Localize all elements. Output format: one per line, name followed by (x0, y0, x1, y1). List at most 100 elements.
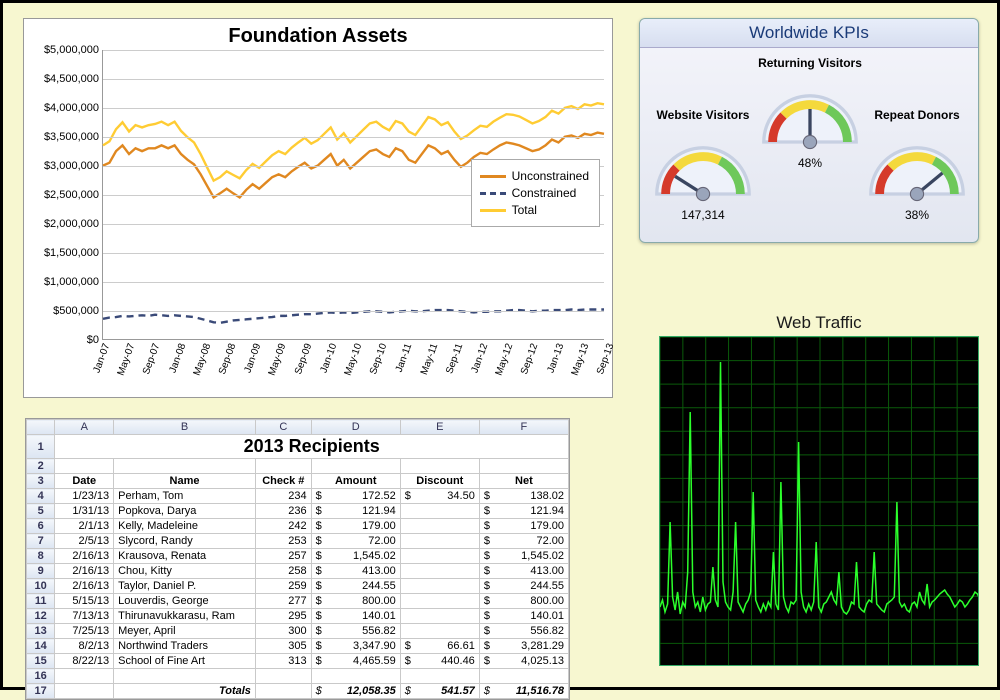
cell[interactable]: 4,025.13 (479, 654, 568, 669)
cell[interactable]: Perham, Tom (114, 489, 256, 504)
cell[interactable]: 257 (255, 549, 311, 564)
cell[interactable]: 11,516.78 (479, 684, 568, 699)
row-header[interactable]: 8 (27, 549, 55, 564)
cell[interactable] (311, 459, 400, 474)
cell[interactable]: 800.00 (311, 594, 400, 609)
cell[interactable]: 172.52 (311, 489, 400, 504)
cell[interactable]: 179.00 (479, 519, 568, 534)
row-header[interactable]: 11 (27, 594, 55, 609)
cell[interactable]: Discount (400, 474, 479, 489)
cell[interactable]: 242 (255, 519, 311, 534)
row-header[interactable]: 4 (27, 489, 55, 504)
cell[interactable]: 800.00 (479, 594, 568, 609)
cell[interactable]: Louverdis, George (114, 594, 256, 609)
row-header[interactable]: 9 (27, 564, 55, 579)
cell[interactable]: 556.82 (311, 624, 400, 639)
cell[interactable]: 305 (255, 639, 311, 654)
cell[interactable]: 8/2/13 (55, 639, 114, 654)
row-header[interactable]: 17 (27, 684, 55, 699)
cell[interactable]: Northwind Traders (114, 639, 256, 654)
row-header[interactable]: 16 (27, 669, 55, 684)
row-header[interactable]: 6 (27, 519, 55, 534)
cell[interactable]: 2/1/13 (55, 519, 114, 534)
cell[interactable] (479, 669, 568, 684)
cell[interactable] (400, 504, 479, 519)
cell[interactable]: 4,465.59 (311, 654, 400, 669)
sheet-title-cell[interactable]: 2013 Recipients (55, 435, 569, 459)
cell[interactable] (479, 459, 568, 474)
cell[interactable]: 121.94 (479, 504, 568, 519)
cell[interactable]: 138.02 (479, 489, 568, 504)
row-header[interactable]: 7 (27, 534, 55, 549)
column-header[interactable]: F (479, 420, 568, 435)
cell[interactable]: Amount (311, 474, 400, 489)
cell[interactable]: Date (55, 474, 114, 489)
cell[interactable] (255, 669, 311, 684)
cell[interactable] (400, 609, 479, 624)
row-header[interactable]: 15 (27, 654, 55, 669)
cell[interactable] (55, 669, 114, 684)
cell[interactable]: 300 (255, 624, 311, 639)
cell[interactable]: 12,058.35 (311, 684, 400, 699)
cell[interactable] (400, 534, 479, 549)
cell[interactable]: 7/13/13 (55, 609, 114, 624)
row-header[interactable]: 10 (27, 579, 55, 594)
cell[interactable]: 1,545.02 (311, 549, 400, 564)
cell[interactable]: 72.00 (479, 534, 568, 549)
cell[interactable]: Popkova, Darya (114, 504, 256, 519)
cell[interactable]: 140.01 (311, 609, 400, 624)
cell[interactable]: 258 (255, 564, 311, 579)
cell[interactable]: Taylor, Daniel P. (114, 579, 256, 594)
cell[interactable]: 259 (255, 579, 311, 594)
cell[interactable] (400, 624, 479, 639)
cell[interactable]: Net (479, 474, 568, 489)
cell[interactable]: Kelly, Madeleine (114, 519, 256, 534)
cell[interactable]: 295 (255, 609, 311, 624)
row-header[interactable]: 1 (27, 435, 55, 459)
cell[interactable]: 413.00 (479, 564, 568, 579)
cell[interactable] (400, 564, 479, 579)
cell[interactable]: 277 (255, 594, 311, 609)
cell[interactable]: 8/22/13 (55, 654, 114, 669)
cell[interactable]: 1/23/13 (55, 489, 114, 504)
cell[interactable]: 413.00 (311, 564, 400, 579)
cell[interactable]: 66.61 (400, 639, 479, 654)
cell[interactable]: 34.50 (400, 489, 479, 504)
cell[interactable]: 3,281.29 (479, 639, 568, 654)
column-header[interactable]: A (55, 420, 114, 435)
cell[interactable]: 2/16/13 (55, 564, 114, 579)
cell[interactable]: 313 (255, 654, 311, 669)
cell[interactable] (400, 549, 479, 564)
cell[interactable]: 5/15/13 (55, 594, 114, 609)
cell[interactable] (400, 579, 479, 594)
cell[interactable]: Slycord, Randy (114, 534, 256, 549)
cell[interactable] (400, 669, 479, 684)
cell[interactable]: 179.00 (311, 519, 400, 534)
row-header[interactable]: 5 (27, 504, 55, 519)
cell[interactable]: Meyer, April (114, 624, 256, 639)
cell[interactable]: 121.94 (311, 504, 400, 519)
cell[interactable] (400, 594, 479, 609)
cell[interactable]: 244.55 (479, 579, 568, 594)
cell[interactable]: Check # (255, 474, 311, 489)
column-header[interactable]: D (311, 420, 400, 435)
cell[interactable]: 244.55 (311, 579, 400, 594)
row-header[interactable]: 12 (27, 609, 55, 624)
cell[interactable]: 3,347.90 (311, 639, 400, 654)
cell[interactable]: 1/31/13 (55, 504, 114, 519)
cell[interactable]: 541.57 (400, 684, 479, 699)
cell[interactable] (311, 669, 400, 684)
cell[interactable]: 253 (255, 534, 311, 549)
cell[interactable]: Name (114, 474, 256, 489)
column-header[interactable]: C (255, 420, 311, 435)
cell[interactable] (255, 684, 311, 699)
cell[interactable]: 2/5/13 (55, 534, 114, 549)
cell[interactable] (255, 459, 311, 474)
cell[interactable]: 7/25/13 (55, 624, 114, 639)
row-header[interactable]: 13 (27, 624, 55, 639)
cell[interactable]: 556.82 (479, 624, 568, 639)
sheet-corner[interactable] (27, 420, 55, 435)
cell[interactable] (400, 459, 479, 474)
cell[interactable] (55, 684, 114, 699)
row-header[interactable]: 3 (27, 474, 55, 489)
